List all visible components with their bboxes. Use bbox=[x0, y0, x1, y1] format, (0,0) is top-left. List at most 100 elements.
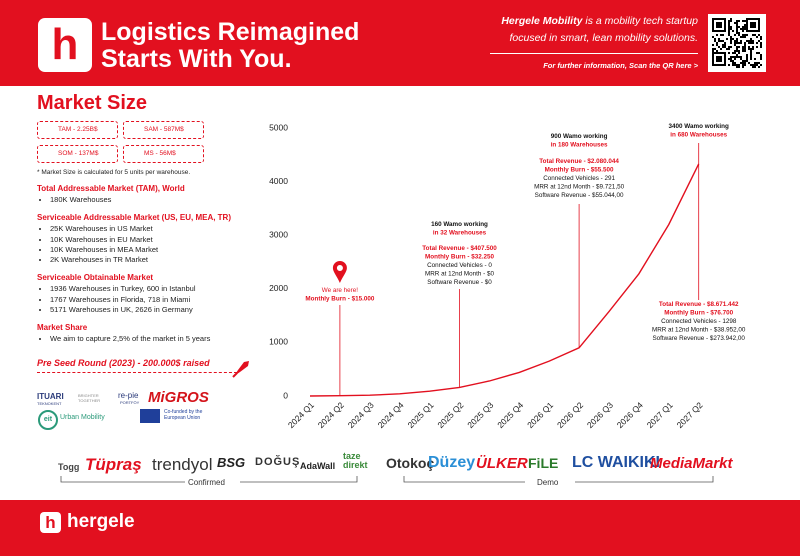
annotation-detail: Monthly Burn - $32.250 bbox=[425, 254, 494, 261]
x-tick-label: 2025 Q2 bbox=[435, 400, 465, 430]
qr-module bbox=[736, 56, 738, 58]
qr-code[interactable] bbox=[708, 14, 766, 72]
rocket-icon bbox=[232, 361, 249, 378]
annotation-heading: in 32 Warehouses bbox=[433, 230, 487, 237]
customer-logo: Tüpraş bbox=[85, 455, 142, 474]
group-label: Confirmed bbox=[188, 478, 225, 487]
qr-module bbox=[732, 30, 734, 32]
qr-module bbox=[756, 62, 758, 64]
annotation-detail: Monthly Burn - $76.700 bbox=[664, 310, 733, 317]
qr-module bbox=[718, 38, 720, 40]
y-tick-label: 0 bbox=[283, 390, 288, 400]
qr-module bbox=[728, 64, 730, 66]
bullet-list: 25K Warehouses in US Market10K Warehouse… bbox=[37, 224, 262, 265]
qr-module bbox=[742, 60, 744, 62]
market-size: TAM - 2.25B$ bbox=[37, 121, 118, 139]
qr-module bbox=[754, 58, 756, 60]
qr-module bbox=[752, 42, 754, 44]
qr-module bbox=[760, 36, 762, 38]
funding: Pre Seed Round (2023) - 200.000$ raised bbox=[37, 358, 237, 373]
qr-module bbox=[730, 38, 732, 40]
qr-module bbox=[730, 56, 732, 58]
brackets bbox=[60, 476, 714, 483]
qr-module bbox=[742, 36, 744, 38]
qr-module bbox=[730, 20, 732, 22]
qr-module bbox=[728, 26, 730, 28]
qr-module bbox=[728, 30, 730, 32]
partner-logo: MiGROS bbox=[148, 389, 209, 406]
qr-module bbox=[724, 46, 726, 48]
qr-module bbox=[716, 22, 722, 28]
partner-logo: Urban Mobility bbox=[60, 414, 105, 421]
qr-module bbox=[736, 50, 738, 52]
qr-module bbox=[726, 38, 728, 40]
qr-module bbox=[744, 62, 746, 64]
bullet: 1936 Warehouses in Turkey, 600 in Istanb… bbox=[50, 284, 262, 294]
annotation-detail: MRR at 12nd Month - $38.952,00 bbox=[652, 327, 746, 334]
annotation-detail: Connected Vehicles - 291 bbox=[543, 175, 615, 182]
qr-module bbox=[720, 40, 722, 42]
annotation-detail: Monthly Burn - $15.000 bbox=[305, 296, 374, 303]
funding-text: Pre Seed Round (2023) - 200.000$ raised bbox=[37, 357, 210, 368]
bullet: 10K Warehouses in MEA Market bbox=[50, 245, 262, 255]
line bbox=[309, 163, 700, 397]
qr-module bbox=[742, 20, 744, 22]
annotation-heading: 900 Wamo working bbox=[551, 133, 608, 140]
y-tick-label: 1000 bbox=[269, 337, 288, 347]
qr-module bbox=[728, 24, 730, 26]
qr-text[interactable]: For further information, Scan the QR her… bbox=[543, 61, 698, 70]
annotation-detail: Software Revenue - $273.942,00 bbox=[652, 335, 745, 342]
partner-logo: TEKNOKENT bbox=[37, 401, 62, 406]
qr-module bbox=[732, 38, 734, 40]
qr-module bbox=[754, 66, 756, 68]
section-heading: Serviceable Addressable Market (US, EU, … bbox=[37, 213, 231, 223]
qr-module bbox=[712, 36, 714, 38]
partner-logo: re-pie bbox=[118, 391, 139, 400]
x-tick-label: 2026 Q4 bbox=[615, 400, 645, 430]
x-tick-label: 2026 Q2 bbox=[555, 400, 585, 430]
qr-module bbox=[734, 44, 736, 46]
market-sizes: TAM - 2.25B$ SAM - 587M$ SOM - 137M$ MS - 5… bbox=[37, 121, 262, 163]
qr-module bbox=[760, 64, 762, 66]
partner-logo: ITUARI bbox=[37, 392, 64, 401]
x-tick-label: 2026 Q3 bbox=[585, 400, 615, 430]
qr-module bbox=[728, 58, 730, 60]
qr-module bbox=[750, 52, 752, 54]
qr-module bbox=[734, 64, 736, 66]
qr-module bbox=[738, 26, 740, 28]
qr-module bbox=[744, 36, 746, 38]
qr-module bbox=[740, 58, 742, 60]
qr-module bbox=[736, 64, 738, 66]
qr-module bbox=[760, 44, 762, 46]
qr-module bbox=[758, 40, 760, 42]
market-sections: Total Addressable Market (TAM), World 180… bbox=[37, 184, 262, 345]
qr-module bbox=[738, 34, 740, 36]
y-tick-label: 5000 bbox=[269, 122, 288, 132]
qr-module bbox=[744, 64, 746, 66]
qr-module bbox=[714, 40, 716, 42]
footer-logo: h bbox=[40, 512, 61, 533]
qr-module bbox=[712, 48, 714, 50]
annotation-detail: Software Revenue - $0 bbox=[427, 279, 492, 286]
partner-logo: BRIGHTER TOGETHER bbox=[78, 393, 101, 403]
x-tick-label: 2025 Q3 bbox=[465, 400, 495, 430]
annotation-heading: in 180 Warehouses bbox=[551, 142, 608, 149]
qr-module bbox=[754, 34, 756, 36]
qr-module bbox=[730, 42, 732, 44]
qr-module bbox=[750, 64, 752, 66]
qr-module bbox=[754, 64, 756, 66]
qr-module bbox=[748, 46, 750, 48]
qr-module bbox=[730, 58, 732, 60]
qr-module bbox=[722, 46, 724, 48]
customer-logo: Düzey bbox=[428, 454, 476, 471]
annotation-heading: in 680 Warehouses bbox=[670, 132, 727, 139]
qr-module bbox=[738, 64, 740, 66]
qr-module bbox=[728, 28, 730, 30]
annotation-detail: Monthly Burn - $55.500 bbox=[545, 167, 614, 174]
qr-module bbox=[742, 46, 744, 48]
qr-module bbox=[720, 48, 722, 50]
customer-logo: Togg bbox=[58, 462, 80, 472]
qr-module bbox=[740, 56, 742, 58]
